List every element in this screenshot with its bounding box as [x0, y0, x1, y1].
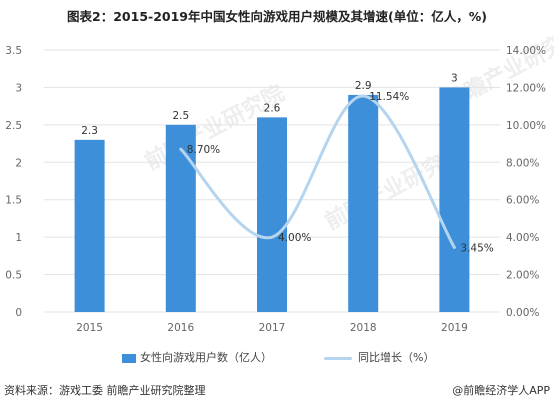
x-tick-label: 2016 [167, 322, 194, 334]
bar [165, 124, 196, 312]
growth-line [179, 94, 456, 249]
legend-swatch-line [324, 356, 352, 360]
line-series [179, 94, 456, 249]
axes: 0 0.00%0.5 2.00%1 4.00%1.5 6.00%2 8.00%2.5 10.… [5, 45, 546, 334]
y-left-tick-label: 3.5 [5, 45, 22, 57]
x-tick-label: 2019 [441, 322, 468, 334]
bar-value-label: 2.9 [355, 80, 372, 92]
bar [439, 87, 470, 312]
legend-item-users: 女性向游戏用户数（亿人） [122, 349, 272, 365]
legend: 女性向游戏用户数（亿人） 同比增长（%） [0, 349, 554, 365]
legend-swatch-bar [122, 353, 136, 363]
x-tick-label: 2017 [259, 322, 286, 334]
y-right-tick-label: 14.00% [506, 45, 546, 57]
legend-item-growth: 同比增长（%） [324, 349, 434, 365]
y-left-tick-label: 1.5 [5, 195, 22, 207]
y-right-tick-label: 8.00% [506, 157, 539, 169]
source-note: 资料来源：游戏工委 前瞻产业研究院整理 [4, 384, 206, 397]
line-value-label: 3.45% [460, 242, 493, 254]
brand-credit: @前瞻经济学人APP [452, 384, 550, 397]
x-tick-label: 2018 [350, 322, 377, 334]
y-right-tick-label: 6.00% [506, 195, 539, 207]
bar [257, 117, 287, 312]
y-right-tick-label: 12.00% [506, 82, 546, 94]
y-left-tick-label: 2.5 [5, 120, 22, 132]
y-right-tick-label: 10.00% [506, 120, 546, 132]
legend-label-users: 女性向游戏用户数（亿人） [140, 351, 272, 364]
line-value-label: 8.70% [187, 144, 220, 156]
bar-value-label: 2.5 [172, 110, 189, 122]
y-left-tick-label: 0 [15, 307, 22, 319]
y-right-tick-label: 2.00% [506, 270, 539, 282]
y-left-tick-label: 1 [15, 232, 22, 244]
bar [348, 94, 379, 313]
y-left-tick-label: 0.5 [5, 270, 22, 282]
line-value-label: 4.00% [278, 232, 311, 244]
chart-title: 图表2：2015-2019年中国女性向游戏用户规模及其增速(单位：亿人，%) [67, 9, 487, 24]
y-right-tick-label: 0.00% [506, 307, 539, 319]
legend-label-growth: 同比增长（%） [358, 351, 435, 364]
bar [74, 139, 105, 312]
bar-value-label: 2.6 [264, 102, 281, 114]
data-labels: 2.3 2.5 2.6 2.9 3 8.70% 4.00% 11.54% 3.45% [81, 72, 494, 254]
y-left-tick-label: 3 [15, 82, 22, 94]
x-tick-label: 2015 [76, 322, 103, 334]
bar-value-label: 3 [451, 72, 458, 84]
y-right-tick-label: 4.00% [506, 232, 539, 244]
bar-value-label: 2.3 [81, 125, 98, 137]
y-left-tick-label: 2 [15, 157, 22, 169]
line-value-label: 11.54% [369, 91, 409, 103]
bar-series [74, 87, 470, 313]
